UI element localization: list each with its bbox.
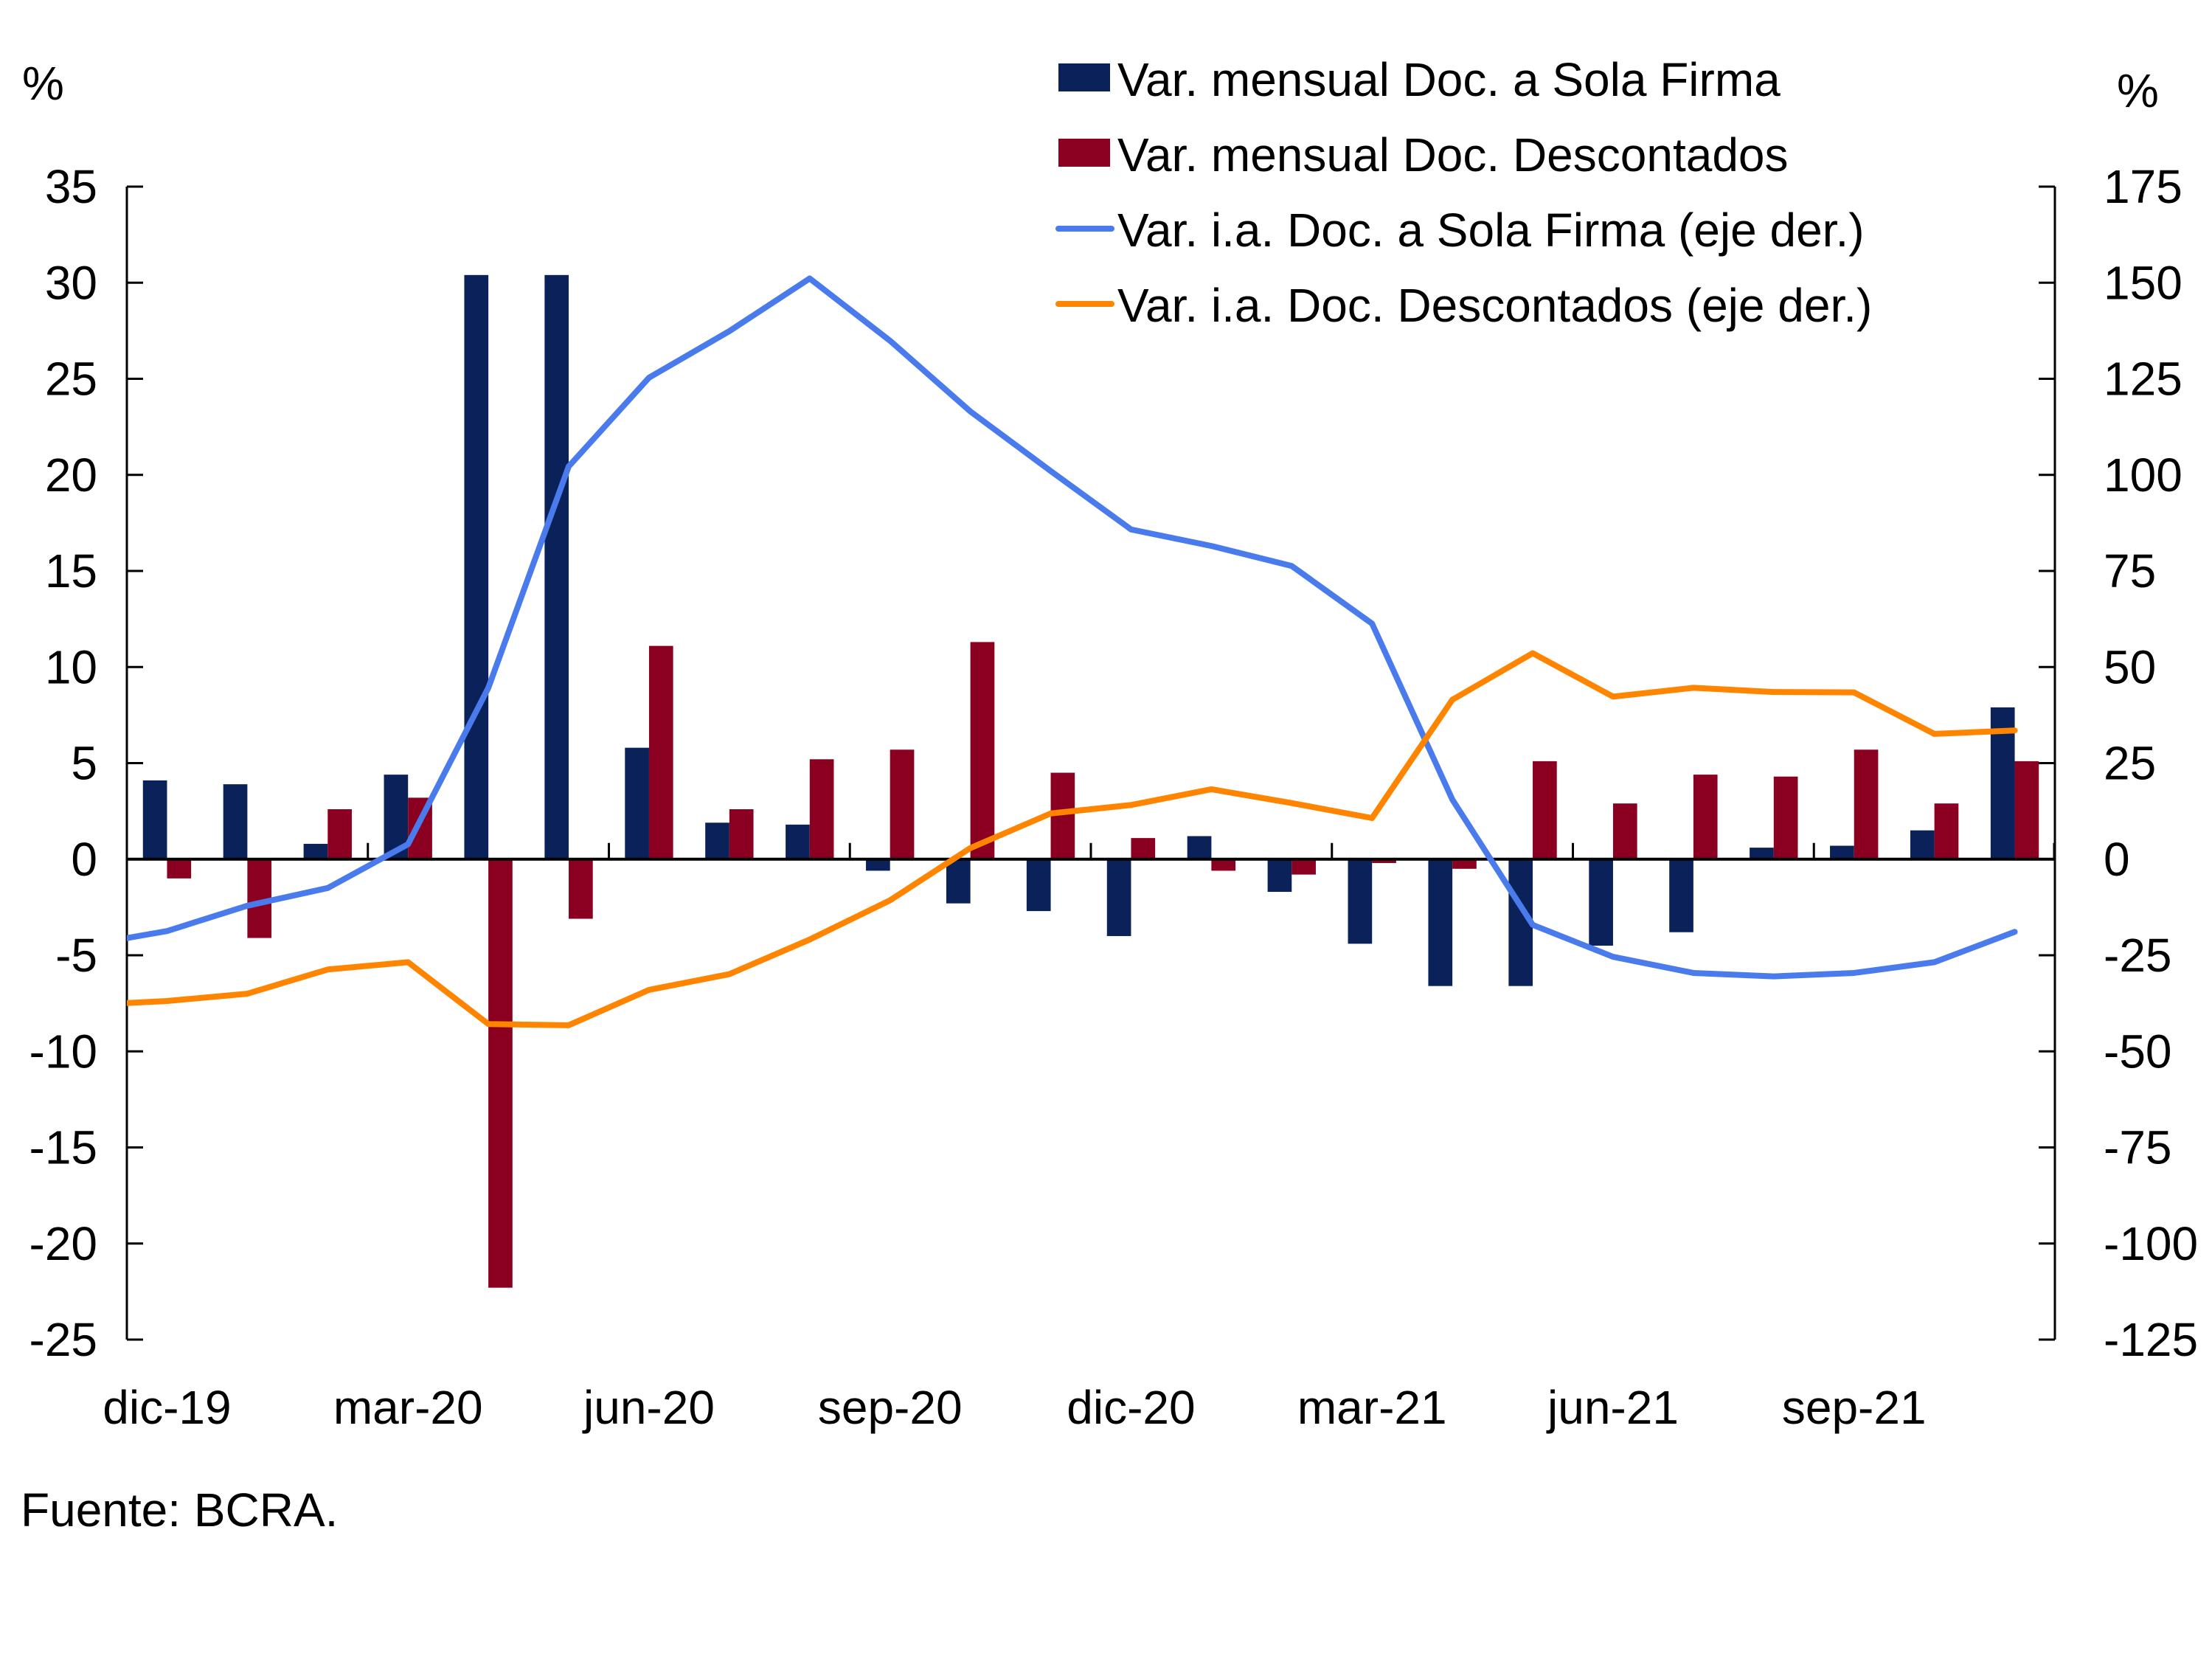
- legend-label: Var. i.a. Doc. a Sola Firma (eje der.): [1117, 204, 1865, 257]
- bar-descontados: [2014, 761, 2039, 859]
- bar-descontados: [729, 809, 754, 859]
- left-axis-tick-label: -5: [55, 929, 97, 982]
- bar-descontados: [1934, 803, 1959, 859]
- right-axis-tick-label: -25: [2104, 929, 2172, 982]
- bar-descontados: [1131, 838, 1156, 859]
- bar-descontados: [970, 642, 995, 859]
- bar-descontados: [327, 809, 352, 859]
- right-axis-tick-label: 150: [2104, 256, 2182, 309]
- right-axis-tick-label: 100: [2104, 448, 2182, 502]
- right-axis-tick-label: 50: [2104, 640, 2156, 693]
- left-axis-tick-label: 35: [45, 160, 97, 213]
- left-axis-tick-label: 20: [45, 448, 97, 502]
- left-axis-tick-label: -25: [30, 1313, 98, 1366]
- right-axis-tick-label: -50: [2104, 1025, 2172, 1078]
- left-axis-tick-label: -20: [30, 1217, 98, 1270]
- right-axis-tick-label: -75: [2104, 1121, 2172, 1174]
- right-axis-tick-label: 75: [2104, 544, 2156, 598]
- bar-sola-firma: [1910, 830, 1935, 859]
- bar-descontados: [569, 859, 593, 919]
- x-axis-tick-label: dic-19: [103, 1381, 231, 1434]
- bar-sola-firma: [866, 859, 890, 871]
- left-axis-tick-label: 10: [45, 640, 97, 693]
- bar-sola-firma: [946, 859, 971, 904]
- x-axis-tick-label: jun-21: [1546, 1381, 1679, 1434]
- bar-sola-firma: [705, 822, 729, 859]
- bar-descontados: [1372, 859, 1396, 863]
- legend-swatch-descontados: [1058, 139, 1110, 167]
- bar-sola-firma: [544, 274, 569, 859]
- bar-descontados: [1773, 776, 1798, 859]
- bar-sola-firma: [303, 843, 328, 859]
- bar-descontados: [648, 645, 673, 859]
- bar-sola-firma: [1830, 845, 1854, 859]
- right-axis-tick-label: -125: [2104, 1313, 2198, 1366]
- bar-sola-firma: [1669, 859, 1693, 932]
- right-axis-tick-label: 175: [2104, 160, 2182, 213]
- right-axis-tick-label: 0: [2104, 833, 2130, 886]
- bar-sola-firma: [1187, 836, 1212, 859]
- left-axis-tick-label: 5: [71, 737, 97, 790]
- x-axis-tick-label: sep-20: [818, 1381, 963, 1434]
- bar-descontados: [1452, 859, 1477, 869]
- x-axis-tick-label: mar-20: [333, 1381, 483, 1434]
- legend-label: Var. mensual Doc. a Sola Firma: [1117, 53, 1781, 106]
- bar-sola-firma: [1026, 859, 1051, 912]
- legend-label: Var. mensual Doc. Descontados: [1117, 128, 1789, 181]
- right-axis-tick-label: 125: [2104, 353, 2182, 406]
- bar-descontados: [1211, 859, 1236, 871]
- bar-descontados: [488, 859, 513, 1288]
- bar-descontados: [890, 749, 915, 859]
- left-axis-tick-label: 15: [45, 544, 97, 598]
- bar-descontados: [1693, 775, 1718, 859]
- x-axis-tick-label: jun-20: [582, 1381, 715, 1434]
- bar-sola-firma: [142, 780, 167, 859]
- bar-descontados: [1854, 749, 1879, 859]
- bar-sola-firma: [1267, 859, 1292, 893]
- right-axis-tick-label: 25: [2104, 737, 2156, 790]
- bar-sola-firma: [1428, 859, 1453, 986]
- left-axis-tick-label: 25: [45, 353, 97, 406]
- plot-area: 35302520151050-5-10-15-20-25175150125100…: [30, 160, 2199, 1434]
- bar-sola-firma: [1589, 859, 1613, 946]
- left-axis-tick-label: -10: [30, 1025, 98, 1078]
- bar-descontados: [167, 859, 192, 879]
- bar-descontados: [1292, 859, 1316, 875]
- legend-label: Var. i.a. Doc. Descontados (eje der.): [1117, 279, 1872, 332]
- right-axis-tick-label: -100: [2104, 1217, 2198, 1270]
- bar-sola-firma: [223, 784, 248, 859]
- bar-sola-firma: [1348, 859, 1373, 944]
- left-axis-unit-label: %: [22, 57, 64, 110]
- right-axis-unit-label: %: [2117, 64, 2159, 117]
- bar-sola-firma: [625, 747, 649, 859]
- legend: Var. mensual Doc. a Sola Firma Var. mensu…: [1055, 53, 1872, 332]
- x-axis-tick-label: mar-21: [1297, 1381, 1447, 1434]
- bar-sola-firma: [1106, 859, 1131, 936]
- x-axis-tick-label: dic-20: [1067, 1381, 1195, 1434]
- left-axis-tick-label: 30: [45, 256, 97, 309]
- bar-descontados: [809, 759, 834, 859]
- legend-swatch-sola-firma: [1058, 63, 1110, 91]
- bar-descontados: [1533, 761, 1557, 859]
- bar-sola-firma: [464, 274, 489, 859]
- bar-sola-firma: [1750, 848, 1774, 859]
- bar-descontados: [1612, 803, 1637, 859]
- x-axis-tick-label: sep-21: [1782, 1381, 1927, 1434]
- bar-sola-firma: [786, 824, 810, 859]
- source-note: Fuente: BCRA.: [21, 1483, 339, 1537]
- left-axis-tick-label: -15: [30, 1121, 98, 1174]
- left-axis-tick-label: 0: [71, 833, 97, 886]
